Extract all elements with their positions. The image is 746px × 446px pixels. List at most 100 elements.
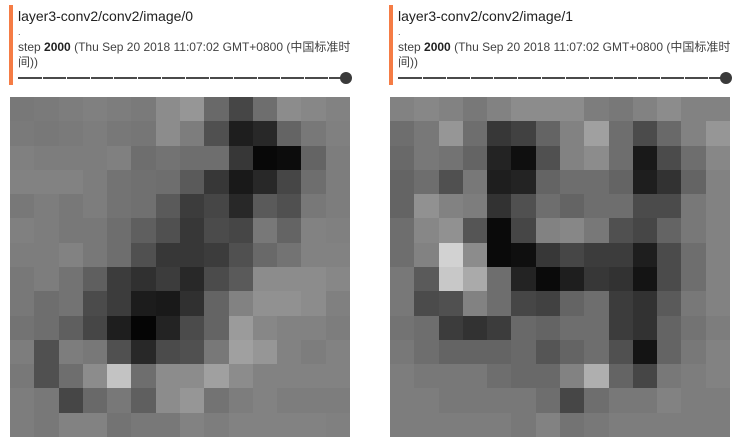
image-pixel	[584, 388, 609, 413]
image-pixel	[390, 339, 415, 365]
image-pixel	[390, 121, 415, 146]
image-pixel	[487, 315, 512, 340]
image-pixel	[204, 315, 229, 340]
image-pixel	[107, 218, 132, 243]
image-pixel	[438, 339, 463, 365]
image-pixel	[608, 97, 633, 122]
image-pixel	[390, 388, 415, 413]
image-pixel	[325, 388, 350, 413]
image-pixel	[487, 218, 512, 243]
image-pixel	[34, 242, 59, 267]
image-pixel	[204, 412, 229, 437]
image-pixel	[584, 121, 609, 146]
image-pixel	[228, 242, 253, 267]
image-pixel	[107, 267, 132, 292]
image-pixel	[34, 291, 59, 316]
image-pixel	[277, 121, 302, 146]
slider-thumb[interactable]	[340, 72, 352, 84]
image-pixel	[82, 169, 108, 195]
image-pixel	[462, 339, 488, 365]
image-pixel	[608, 218, 633, 243]
image-pixel	[487, 145, 512, 170]
image-pixel	[705, 218, 730, 243]
image-pixel	[584, 218, 609, 243]
slider-track[interactable]	[398, 77, 726, 79]
image-pixel	[511, 412, 536, 437]
image-pixel	[390, 194, 415, 219]
image-pixel	[414, 145, 439, 170]
image-pixel	[560, 97, 585, 122]
image-pixel	[705, 97, 730, 122]
slider-tick	[161, 76, 163, 80]
image-pixel	[10, 412, 35, 437]
image-pixel	[131, 97, 156, 122]
image-pixel	[681, 364, 706, 389]
image-pixel	[632, 145, 658, 170]
image-pixel	[608, 364, 633, 389]
image-pixel	[414, 169, 439, 195]
slider-tick	[232, 76, 234, 80]
image-pixel	[10, 97, 35, 122]
image-pixel	[34, 339, 59, 365]
image-pixel	[462, 315, 488, 340]
image-pixel	[390, 242, 415, 267]
image-pixel	[632, 267, 658, 292]
image-pixel	[560, 121, 585, 146]
image-pixel	[180, 315, 205, 340]
image-pixel	[34, 169, 59, 195]
image-pixel	[632, 169, 658, 195]
image-pixel	[462, 388, 488, 413]
image-pixel	[462, 412, 488, 437]
image-pixel	[82, 194, 108, 219]
image-pixel	[277, 267, 302, 292]
image-pixel	[252, 388, 278, 413]
image-pixel	[82, 121, 108, 146]
image-pixel	[34, 218, 59, 243]
slider-tick	[517, 76, 519, 80]
image-pixel	[462, 145, 488, 170]
image-pixel	[204, 97, 229, 122]
image-pixel	[107, 242, 132, 267]
image-pixel	[131, 315, 156, 340]
image-pixel	[131, 242, 156, 267]
step-label: step	[398, 40, 421, 54]
image-pixel	[632, 121, 658, 146]
image-pixel	[252, 339, 278, 365]
image-pixel	[58, 169, 83, 195]
image-pixel	[301, 145, 326, 170]
step-slider[interactable]	[398, 72, 732, 84]
image-pixel	[10, 145, 35, 170]
image-pixel	[301, 121, 326, 146]
step-timestamp: (Thu Sep 20 2018 11:07:02 GMT+0800 (中国标准…	[18, 40, 351, 69]
slider-thumb[interactable]	[720, 72, 732, 84]
image-pixel	[705, 291, 730, 316]
image-pixel	[155, 97, 180, 122]
image-pixel	[438, 145, 463, 170]
image-pixel	[107, 388, 132, 413]
slider-tick	[41, 76, 43, 80]
image-pixel	[228, 194, 253, 219]
image-pixel	[82, 267, 108, 292]
image-pixel	[681, 169, 706, 195]
slider-track[interactable]	[18, 77, 346, 79]
image-pixel	[82, 218, 108, 243]
image-pixel	[58, 412, 83, 437]
image-pixel	[180, 97, 205, 122]
image-pixel	[632, 412, 658, 437]
image-pixel	[511, 145, 536, 170]
image-card-0: layer3-conv2/conv2/image/0 . step 2000 (…	[9, 0, 354, 446]
step-slider[interactable]	[18, 72, 352, 84]
image-pixel	[228, 267, 253, 292]
image-pixel	[180, 364, 205, 389]
image-pixel	[58, 121, 83, 146]
image-pixel	[10, 291, 35, 316]
image-pixel	[301, 97, 326, 122]
image-pixel	[252, 194, 278, 219]
image-pixel	[535, 339, 560, 365]
image-pixel	[58, 218, 83, 243]
image-pixel	[657, 169, 682, 195]
image-pixel	[487, 121, 512, 146]
image-pixel	[155, 339, 180, 365]
step-value: 2000	[44, 40, 71, 54]
image-pixel	[10, 267, 35, 292]
